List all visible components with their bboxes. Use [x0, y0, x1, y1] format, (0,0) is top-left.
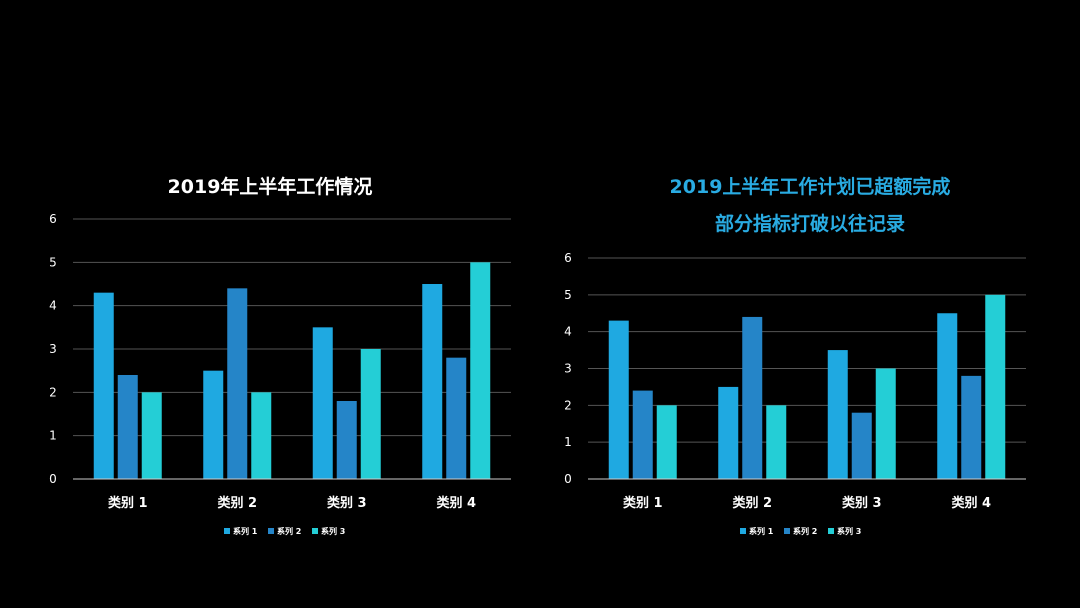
bar [141, 392, 162, 479]
chart-title-line-1: 2019上半年工作计划已超额完成 [669, 176, 951, 198]
legend: 系列 1 系列 2 系列 3 [740, 526, 861, 536]
bar [360, 349, 381, 479]
bar [937, 313, 958, 479]
legend-swatch [828, 528, 834, 534]
legend-swatch [740, 528, 746, 534]
legend-label: 系列 3 [837, 526, 861, 536]
x-tick-label: 类别 3 [842, 495, 882, 511]
bar [961, 375, 982, 479]
legend-label: 系列 1 [749, 526, 774, 536]
bar [851, 412, 872, 479]
bar [203, 370, 224, 479]
legend-label: 系列 2 [277, 526, 301, 536]
bar [446, 357, 467, 479]
chart-panel-left: 2019年上半年工作情况 0 1 2 3 4 5 6 类别 1 类别 2 类别 3 类别 4 系列 1… [49, 176, 511, 536]
bar [93, 292, 114, 479]
y-tick-label: 6 [49, 212, 57, 226]
legend-label: 系列 3 [321, 526, 345, 536]
y-tick-label: 1 [564, 435, 572, 449]
chart-title: 2019年上半年工作情况 [167, 176, 373, 198]
bar [422, 284, 443, 479]
bar [985, 294, 1006, 479]
bar [718, 386, 739, 479]
legend-swatch [224, 528, 230, 534]
bar [227, 288, 248, 479]
y-tick-label: 0 [49, 472, 57, 486]
x-tick-label: 类别 4 [436, 495, 476, 511]
y-tick-label: 1 [49, 429, 57, 443]
bar-chart-right: 0 1 2 3 4 5 6 类别 1 类别 2 类别 3 类别 4 系列 1 系列 2 系列 3 [564, 251, 1026, 536]
legend-swatch [784, 528, 790, 534]
y-tick-label: 0 [564, 472, 572, 486]
bar [827, 350, 848, 479]
legend: 系列 1 系列 2 系列 3 [224, 526, 345, 536]
bar [336, 401, 357, 479]
bar [251, 392, 272, 479]
legend-swatch [312, 528, 318, 534]
x-tick-label: 类别 1 [623, 495, 663, 511]
legend-label: 系列 2 [793, 526, 817, 536]
y-tick-label: 4 [49, 299, 57, 313]
bar [632, 390, 653, 479]
bar [766, 405, 787, 479]
bar [656, 405, 677, 479]
y-tick-label: 5 [564, 288, 572, 302]
y-tick-label: 2 [49, 385, 57, 399]
bar [608, 320, 629, 479]
x-tick-label: 类别 3 [327, 495, 367, 511]
y-tick-label: 5 [49, 255, 57, 269]
bar [470, 262, 491, 479]
y-tick-label: 6 [564, 251, 572, 265]
legend-swatch [268, 528, 274, 534]
y-tick-label: 3 [564, 362, 572, 376]
x-tick-label: 类别 4 [951, 495, 991, 511]
x-tick-label: 类别 2 [732, 495, 772, 511]
x-tick-label: 类别 2 [217, 495, 257, 511]
bar [117, 375, 138, 479]
bar [312, 327, 333, 479]
chart-panel-right: 2019上半年工作计划已超额完成 部分指标打破以往记录 0 1 2 3 4 5 6 类别 1 类… [540, 0, 1080, 608]
bar [875, 368, 896, 479]
bar-chart-left: 0 1 2 3 4 5 6 类别 1 类别 2 类别 3 类别 4 系列 1 系列 2 系列 3 [49, 212, 511, 536]
y-tick-label: 3 [49, 342, 57, 356]
chart-title-line-2: 部分指标打破以往记录 [714, 213, 905, 235]
x-tick-label: 类别 1 [108, 495, 148, 511]
y-tick-label: 2 [564, 398, 572, 412]
y-tick-label: 4 [564, 325, 572, 339]
bar [742, 316, 763, 479]
legend-label: 系列 1 [233, 526, 258, 536]
